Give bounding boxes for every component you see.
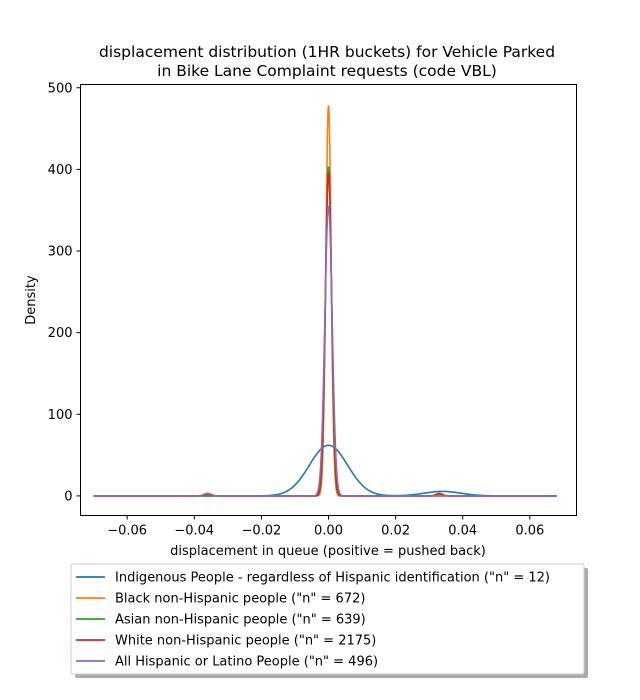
y-tick-label: 200 — [48, 326, 73, 341]
y-axis: 0 100 200 300 400 500 — [48, 81, 81, 504]
legend-label-2: Black non-Hispanic people ("n" = 672) — [115, 592, 365, 607]
y-tick-label: 400 — [48, 163, 73, 178]
chart-title-line-1: displacement distribution (1HR buckets) … — [99, 43, 555, 61]
y-tick-label: 0 — [64, 489, 72, 504]
chart-title-line-2: in Bike Lane Complaint requests (code VB… — [157, 62, 497, 80]
legend-label-4: White non-Hispanic people ("n" = 2175) — [115, 634, 376, 649]
x-axis-label: displacement in queue (positive = pushed… — [170, 544, 486, 559]
x-tick-label: 0.00 — [314, 524, 343, 539]
series-layer — [93, 105, 558, 497]
x-tick-label: −0.02 — [241, 524, 281, 539]
legend-label-5: All Hispanic or Latino People ("n" = 496… — [115, 655, 378, 670]
x-axis: −0.06 −0.04 −0.02 0.00 0.02 0.04 0.06 — [107, 515, 544, 539]
legend-label-3: Asian non-Hispanic people ("n" = 639) — [115, 613, 366, 628]
series-line-5 — [93, 205, 558, 497]
legend: Indigenous People - regardless of Hispan… — [70, 563, 588, 678]
x-tick-label: 0.04 — [448, 524, 477, 539]
y-tick-label: 500 — [48, 81, 73, 96]
y-axis-label: Density — [24, 275, 39, 325]
plot-area — [80, 84, 577, 516]
x-tick-label: 0.06 — [515, 524, 544, 539]
x-tick-label: −0.06 — [107, 524, 147, 539]
x-tick-label: 0.02 — [381, 524, 410, 539]
x-tick-label: −0.04 — [174, 524, 214, 539]
legend-box — [70, 563, 585, 675]
y-tick-label: 300 — [48, 245, 73, 260]
legend-label-1: Indigenous People - regardless of Hispan… — [115, 571, 550, 586]
y-tick-label: 100 — [48, 408, 73, 423]
